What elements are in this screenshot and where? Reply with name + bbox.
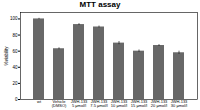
svg-text:JWH-1335 μmol/l: JWH-1335 μmol/l <box>71 99 88 108</box>
svg-text:80: 80 <box>12 32 18 37</box>
svg-text:JWH-13315 μmol/l: JWH-13315 μmol/l <box>131 99 148 108</box>
svg-text:wt: wt <box>37 99 42 104</box>
svg-text:JWH-13320 μmol/l: JWH-13320 μmol/l <box>151 99 168 108</box>
svg-text:40: 40 <box>12 65 18 70</box>
svg-text:20: 20 <box>12 81 18 86</box>
svg-text:JWH-1337.5 μmol/l: JWH-1337.5 μmol/l <box>90 99 108 108</box>
svg-text:100: 100 <box>10 16 18 21</box>
svg-text:0: 0 <box>15 97 18 102</box>
svg-text:JWH-13310 μmol/l: JWH-13310 μmol/l <box>111 99 128 108</box>
svg-text:60: 60 <box>12 49 18 54</box>
html-text:MTT assay: MTT assay <box>79 0 121 9</box>
svg-text:Vehicle(DMSO): Vehicle(DMSO) <box>52 99 67 108</box>
svg-text:JWH-13330 μmol/l: JWH-13330 μmol/l <box>171 99 188 108</box>
svg-text:%viability: %viability <box>4 46 9 66</box>
